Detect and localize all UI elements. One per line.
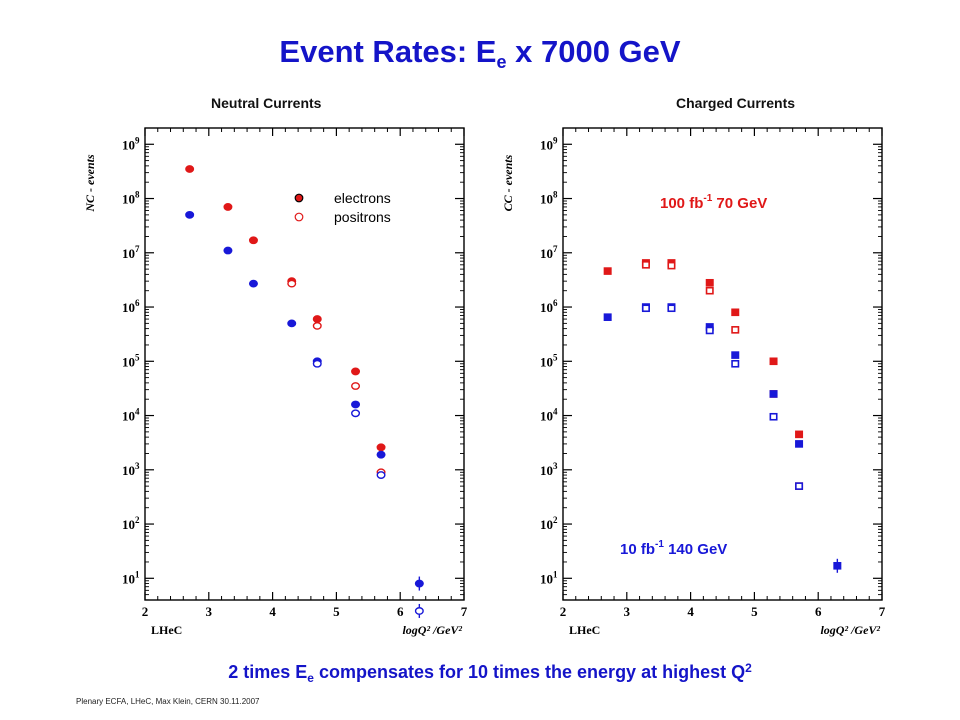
open-square-blue-marker <box>769 412 778 421</box>
x-tick-label: 7 <box>461 604 468 619</box>
annotation-blue: 10 fb-1 140 GeV <box>620 539 727 558</box>
y-tick-label: 109 <box>540 135 558 152</box>
nc-chart-title: Neutral Currents <box>211 95 322 111</box>
brand-label: LHeC <box>151 623 182 637</box>
nc-chart: 2 3 4 5 6 7 101 102 103 104 105 106 107 108 109 LHeC log… <box>83 127 468 637</box>
cc-chart: 2 3 4 5 6 7 101 102 103 104 105 106 107 108 109 LHeC log… <box>501 127 886 637</box>
y-axis-label: CC - events <box>501 154 515 211</box>
x-tick-label: 5 <box>333 604 340 619</box>
x-tick-label: 7 <box>879 604 886 619</box>
filled-circle-red-marker <box>185 165 195 173</box>
open-circle-blue-marker <box>376 471 386 479</box>
filled-square-blue-marker <box>833 561 842 570</box>
page-title: Event Rates: Ee x 7000 GeV <box>279 34 681 72</box>
cc-chart-title: Charged Currents <box>676 95 796 111</box>
footer-credit: Plenary ECFA, LHeC, Max Klein, CERN 30.1… <box>76 697 260 706</box>
open-circle-blue-marker <box>351 409 361 418</box>
x-tick-label: 3 <box>206 604 213 619</box>
x-tick-label: 3 <box>624 604 631 619</box>
y-tick-label: 108 <box>122 190 140 207</box>
open-circle-blue-marker <box>312 359 322 368</box>
y-tick-label: 107 <box>540 244 558 261</box>
y-tick-label: 107 <box>122 244 140 261</box>
open-circle-red-marker <box>287 279 297 288</box>
open-circle-red-marker <box>312 321 322 330</box>
filled-circle-blue-marker <box>223 246 233 255</box>
legend-label-positrons: positrons <box>334 209 391 225</box>
open-square-blue-marker <box>795 482 804 490</box>
x-tick-label: 4 <box>269 604 276 619</box>
y-tick-label: 105 <box>540 352 558 369</box>
y-tick-label: 101 <box>122 569 140 586</box>
open-square-red-marker <box>731 326 740 334</box>
filled-square-blue-marker <box>769 390 778 398</box>
x-axis-label: logQ² /GeV² <box>402 623 462 637</box>
y-tick-label: 102 <box>122 515 140 532</box>
open-square-blue-marker <box>667 304 676 313</box>
open-square-red-marker <box>705 286 714 295</box>
filled-circle-blue-marker <box>287 319 297 328</box>
open-square-blue-marker <box>705 326 714 335</box>
y-tick-label: 106 <box>122 298 140 315</box>
y-axis-label: NC - events <box>83 154 97 213</box>
filled-square-red-marker <box>603 267 612 275</box>
filled-circle-red-marker <box>248 236 258 245</box>
filled-circle-blue-marker <box>185 210 195 219</box>
x-tick-label: 2 <box>560 604 567 619</box>
open-circle-red-marker <box>351 382 361 390</box>
open-square-blue-marker <box>731 359 740 368</box>
filled-square-red-marker <box>705 278 714 287</box>
legend-label-electrons: electrons <box>334 190 391 206</box>
y-tick-label: 108 <box>540 190 558 207</box>
filled-circle-blue-marker <box>248 279 258 288</box>
x-tick-label: 6 <box>815 604 822 619</box>
filled-square-red-marker <box>795 430 804 439</box>
y-tick-label: 102 <box>540 515 558 532</box>
filled-square-red-marker <box>731 308 740 317</box>
plot-frame <box>144 127 465 601</box>
legend-marker-electrons <box>294 193 304 203</box>
y-tick-label: 109 <box>122 135 140 152</box>
open-square-red-marker <box>641 261 650 269</box>
filled-circle-blue-marker <box>351 400 361 409</box>
filled-circle-blue-marker <box>414 579 424 588</box>
y-tick-label: 106 <box>540 298 558 315</box>
brand-label: LHeC <box>569 623 600 637</box>
annotation-red: 100 fb-1 70 GeV <box>660 193 767 212</box>
filled-circle-red-marker <box>312 315 322 323</box>
filled-circle-red-marker <box>351 367 361 376</box>
y-tick-label: 105 <box>122 352 140 369</box>
y-tick-label: 101 <box>540 569 558 586</box>
x-tick-label: 6 <box>397 604 404 619</box>
filled-square-red-marker <box>769 357 778 366</box>
y-tick-label: 104 <box>540 407 558 424</box>
open-square-blue-marker <box>641 304 650 313</box>
y-tick-label: 104 <box>122 407 140 424</box>
legend-marker-positrons <box>294 212 304 222</box>
x-tick-label: 5 <box>751 604 758 619</box>
x-tick-label: 4 <box>687 604 694 619</box>
open-square-red-marker <box>667 261 676 270</box>
filled-square-blue-marker <box>603 313 612 321</box>
filled-square-blue-marker <box>731 351 740 359</box>
filled-circle-red-marker <box>376 443 386 452</box>
x-axis-label: logQ² /GeV² <box>820 623 880 637</box>
filled-square-blue-marker <box>795 440 804 448</box>
filled-circle-blue-marker <box>376 450 386 459</box>
y-tick-label: 103 <box>540 461 558 478</box>
filled-circle-red-marker <box>223 203 233 211</box>
bottom-note: 2 times Ee compensates for 10 times the … <box>228 661 752 685</box>
open-circle-blue-marker <box>414 607 424 615</box>
x-tick-label: 2 <box>142 604 149 619</box>
y-tick-label: 103 <box>122 461 140 478</box>
